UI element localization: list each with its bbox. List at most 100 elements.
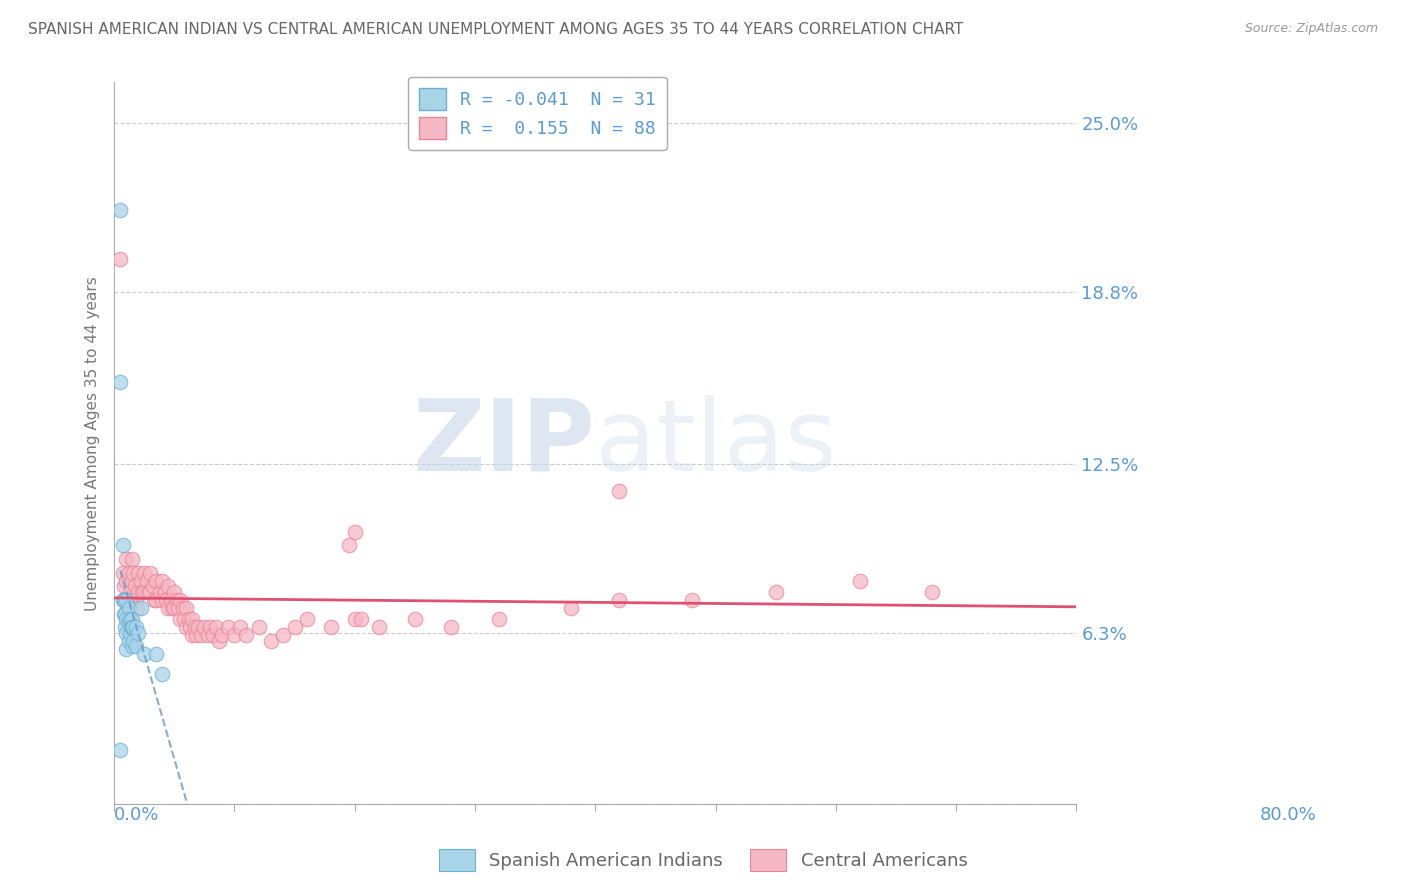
Point — [163, 601, 186, 615]
Point — [121, 620, 143, 634]
Text: Source: ZipAtlas.com: Source: ZipAtlas.com — [1244, 22, 1378, 36]
Legend: R = -0.041  N = 31, R =  0.155  N = 88: R = -0.041 N = 31, R = 0.155 N = 88 — [408, 77, 666, 150]
Text: ZIP: ZIP — [412, 395, 595, 491]
Point — [197, 628, 219, 642]
Point — [115, 593, 138, 607]
Text: 0.0%: 0.0% — [114, 806, 159, 824]
Point — [167, 601, 190, 615]
Point — [176, 620, 198, 634]
Point — [153, 584, 176, 599]
Point — [112, 593, 135, 607]
Text: SPANISH AMERICAN INDIAN VS CENTRAL AMERICAN UNEMPLOYMENT AMONG AGES 35 TO 44 YEA: SPANISH AMERICAN INDIAN VS CENTRAL AMERI… — [28, 22, 963, 37]
Point — [181, 628, 204, 642]
Point — [157, 579, 180, 593]
Point — [117, 615, 139, 629]
Point — [217, 620, 239, 634]
Point — [319, 620, 342, 634]
Point — [111, 539, 134, 553]
Point — [120, 620, 142, 634]
Point — [125, 640, 148, 654]
Point — [560, 601, 582, 615]
Point — [271, 628, 294, 642]
Point — [142, 579, 165, 593]
Point — [150, 574, 173, 588]
Point — [108, 375, 131, 389]
Point — [149, 584, 172, 599]
Point — [127, 566, 149, 580]
Point — [343, 612, 366, 626]
Point — [127, 625, 149, 640]
Point — [921, 584, 943, 599]
Point — [121, 612, 143, 626]
Point — [247, 620, 270, 634]
Point — [205, 620, 228, 634]
Point — [117, 633, 139, 648]
Point — [125, 620, 148, 634]
Point — [159, 593, 181, 607]
Point — [187, 620, 209, 634]
Point — [112, 607, 135, 621]
Point — [139, 584, 162, 599]
Point — [229, 620, 252, 634]
Point — [125, 593, 148, 607]
Point — [179, 620, 201, 634]
Point — [127, 584, 149, 599]
Point — [134, 566, 156, 580]
Point — [155, 593, 177, 607]
Point — [343, 524, 366, 539]
Point — [259, 633, 281, 648]
Point — [124, 579, 146, 593]
Point — [157, 601, 180, 615]
Point — [118, 625, 141, 640]
Point — [163, 584, 186, 599]
Point — [224, 628, 246, 642]
Point — [190, 628, 212, 642]
Point — [169, 612, 191, 626]
Point — [139, 566, 162, 580]
Point — [849, 574, 872, 588]
Point — [122, 566, 145, 580]
Point — [177, 612, 200, 626]
Point — [115, 574, 138, 588]
Point — [166, 593, 188, 607]
Point — [112, 579, 135, 593]
Point — [111, 593, 134, 607]
Point — [208, 633, 231, 648]
Point — [350, 612, 373, 626]
Point — [114, 593, 136, 607]
Point — [129, 601, 152, 615]
Point — [176, 601, 198, 615]
Point — [121, 574, 143, 588]
Point — [121, 640, 143, 654]
Point — [367, 620, 389, 634]
Point — [609, 593, 631, 607]
Point — [193, 620, 215, 634]
Point — [211, 628, 233, 642]
Point — [142, 593, 165, 607]
Point — [160, 601, 183, 615]
Point — [118, 612, 141, 626]
Point — [131, 584, 153, 599]
Point — [200, 620, 222, 634]
Point — [169, 593, 191, 607]
Point — [181, 612, 204, 626]
Text: atlas: atlas — [595, 395, 837, 491]
Point — [134, 584, 156, 599]
Point — [136, 584, 159, 599]
Point — [117, 566, 139, 580]
Point — [440, 620, 463, 634]
Point — [122, 620, 145, 634]
Point — [681, 593, 703, 607]
Point — [173, 612, 195, 626]
Legend: Spanish American Indians, Central Americans: Spanish American Indians, Central Americ… — [432, 842, 974, 879]
Point — [145, 574, 167, 588]
Point — [108, 743, 131, 757]
Point — [129, 574, 152, 588]
Point — [114, 607, 136, 621]
Point — [337, 539, 360, 553]
Point — [115, 612, 138, 626]
Point — [609, 483, 631, 498]
Point — [184, 620, 207, 634]
Point — [284, 620, 307, 634]
Point — [115, 552, 138, 566]
